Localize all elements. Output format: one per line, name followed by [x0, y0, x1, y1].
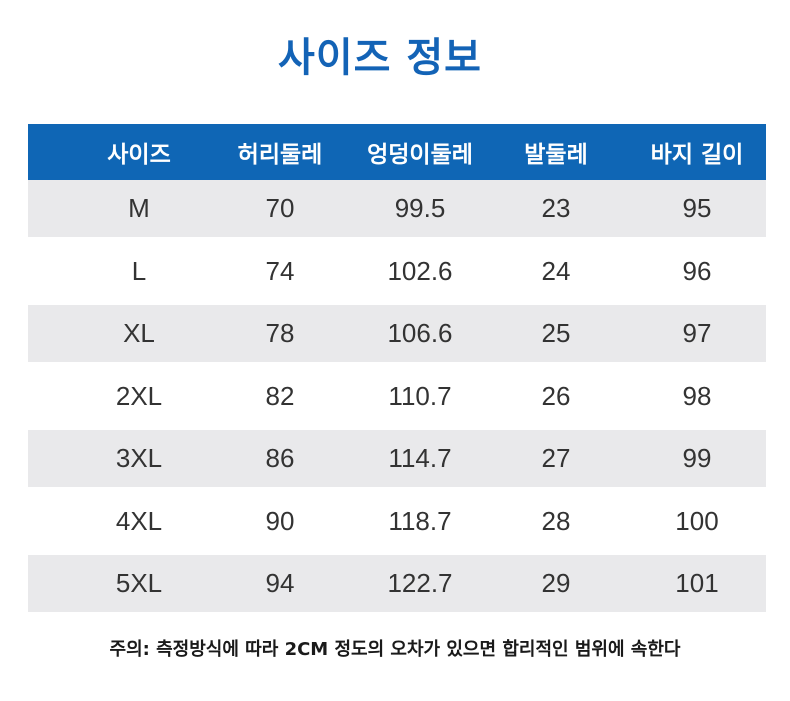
cell-waist: 94 — [265, 568, 295, 598]
header-hip: 엉덩이둘레 — [367, 142, 473, 168]
table-row: M 70 99.5 23 95 — [28, 180, 766, 237]
cell-length: 97 — [682, 318, 712, 348]
header-waist: 허리둘레 — [237, 142, 323, 168]
cell-size: 5XL — [115, 568, 163, 598]
cell-hip: 106.6 — [387, 318, 453, 348]
cell-hip: 102.6 — [387, 255, 453, 286]
table-row: 5XL 94 122.7 29 101 — [28, 555, 766, 612]
cell-waist: 86 — [265, 443, 295, 473]
cell-size: 2XL — [115, 380, 163, 411]
cell-hem: 24 — [541, 255, 571, 286]
header-length: 바지 길이 — [650, 142, 744, 168]
cell-waist: 82 — [265, 380, 295, 411]
cell-size: 4XL — [115, 505, 163, 536]
cell-length: 95 — [682, 193, 712, 223]
cell-hip: 114.7 — [388, 443, 452, 473]
cell-size: XL — [123, 318, 155, 348]
page-title: 사이즈 정보 — [278, 35, 482, 81]
cell-length: 101 — [675, 568, 719, 598]
cell-waist: 78 — [265, 318, 295, 348]
header-size: 사이즈 — [107, 142, 171, 168]
cell-hip: 118.7 — [388, 505, 452, 536]
cell-waist: 90 — [265, 505, 295, 536]
cell-length: 99 — [682, 443, 712, 473]
cell-hip: 122.7 — [387, 568, 453, 598]
cell-hem: 23 — [541, 193, 571, 223]
measurement-note: 주의: 측정방식에 따라 2CM 정도의 오차가 있으면 합리적인 범위에 속한… — [109, 639, 681, 660]
cell-size: L — [131, 255, 147, 286]
cell-hem: 28 — [541, 505, 571, 536]
cell-hip: 110.7 — [388, 380, 452, 411]
table-row: XL 78 106.6 25 97 — [28, 305, 766, 362]
cell-length: 100 — [675, 505, 719, 536]
size-table: 사이즈 허리둘레 엉덩이둘레 발둘레 바지 길이 M 70 99.5 23 95 L 74 1… — [28, 124, 766, 612]
cell-hip: 99.5 — [394, 193, 446, 223]
cell-hem: 29 — [541, 568, 571, 598]
cell-size: M — [128, 193, 150, 223]
table-row: 4XL 90 118.7 28 100 — [28, 492, 766, 550]
header-hem: 발둘레 — [524, 142, 588, 168]
table-row: L 74 102.6 24 96 — [28, 242, 766, 300]
table-row: 3XL 86 114.7 27 99 — [28, 430, 766, 487]
cell-hem: 27 — [541, 443, 571, 473]
cell-hem: 25 — [541, 318, 571, 348]
cell-length: 98 — [682, 380, 712, 411]
cell-hem: 26 — [541, 380, 571, 411]
cell-length: 96 — [682, 255, 712, 286]
table-row: 2XL 82 110.7 26 98 — [28, 367, 766, 425]
cell-waist: 70 — [265, 193, 295, 223]
cell-waist: 74 — [265, 255, 295, 286]
table-header-row: 사이즈 허리둘레 엉덩이둘레 발둘레 바지 길이 — [28, 124, 766, 180]
cell-size: 3XL — [115, 443, 163, 473]
